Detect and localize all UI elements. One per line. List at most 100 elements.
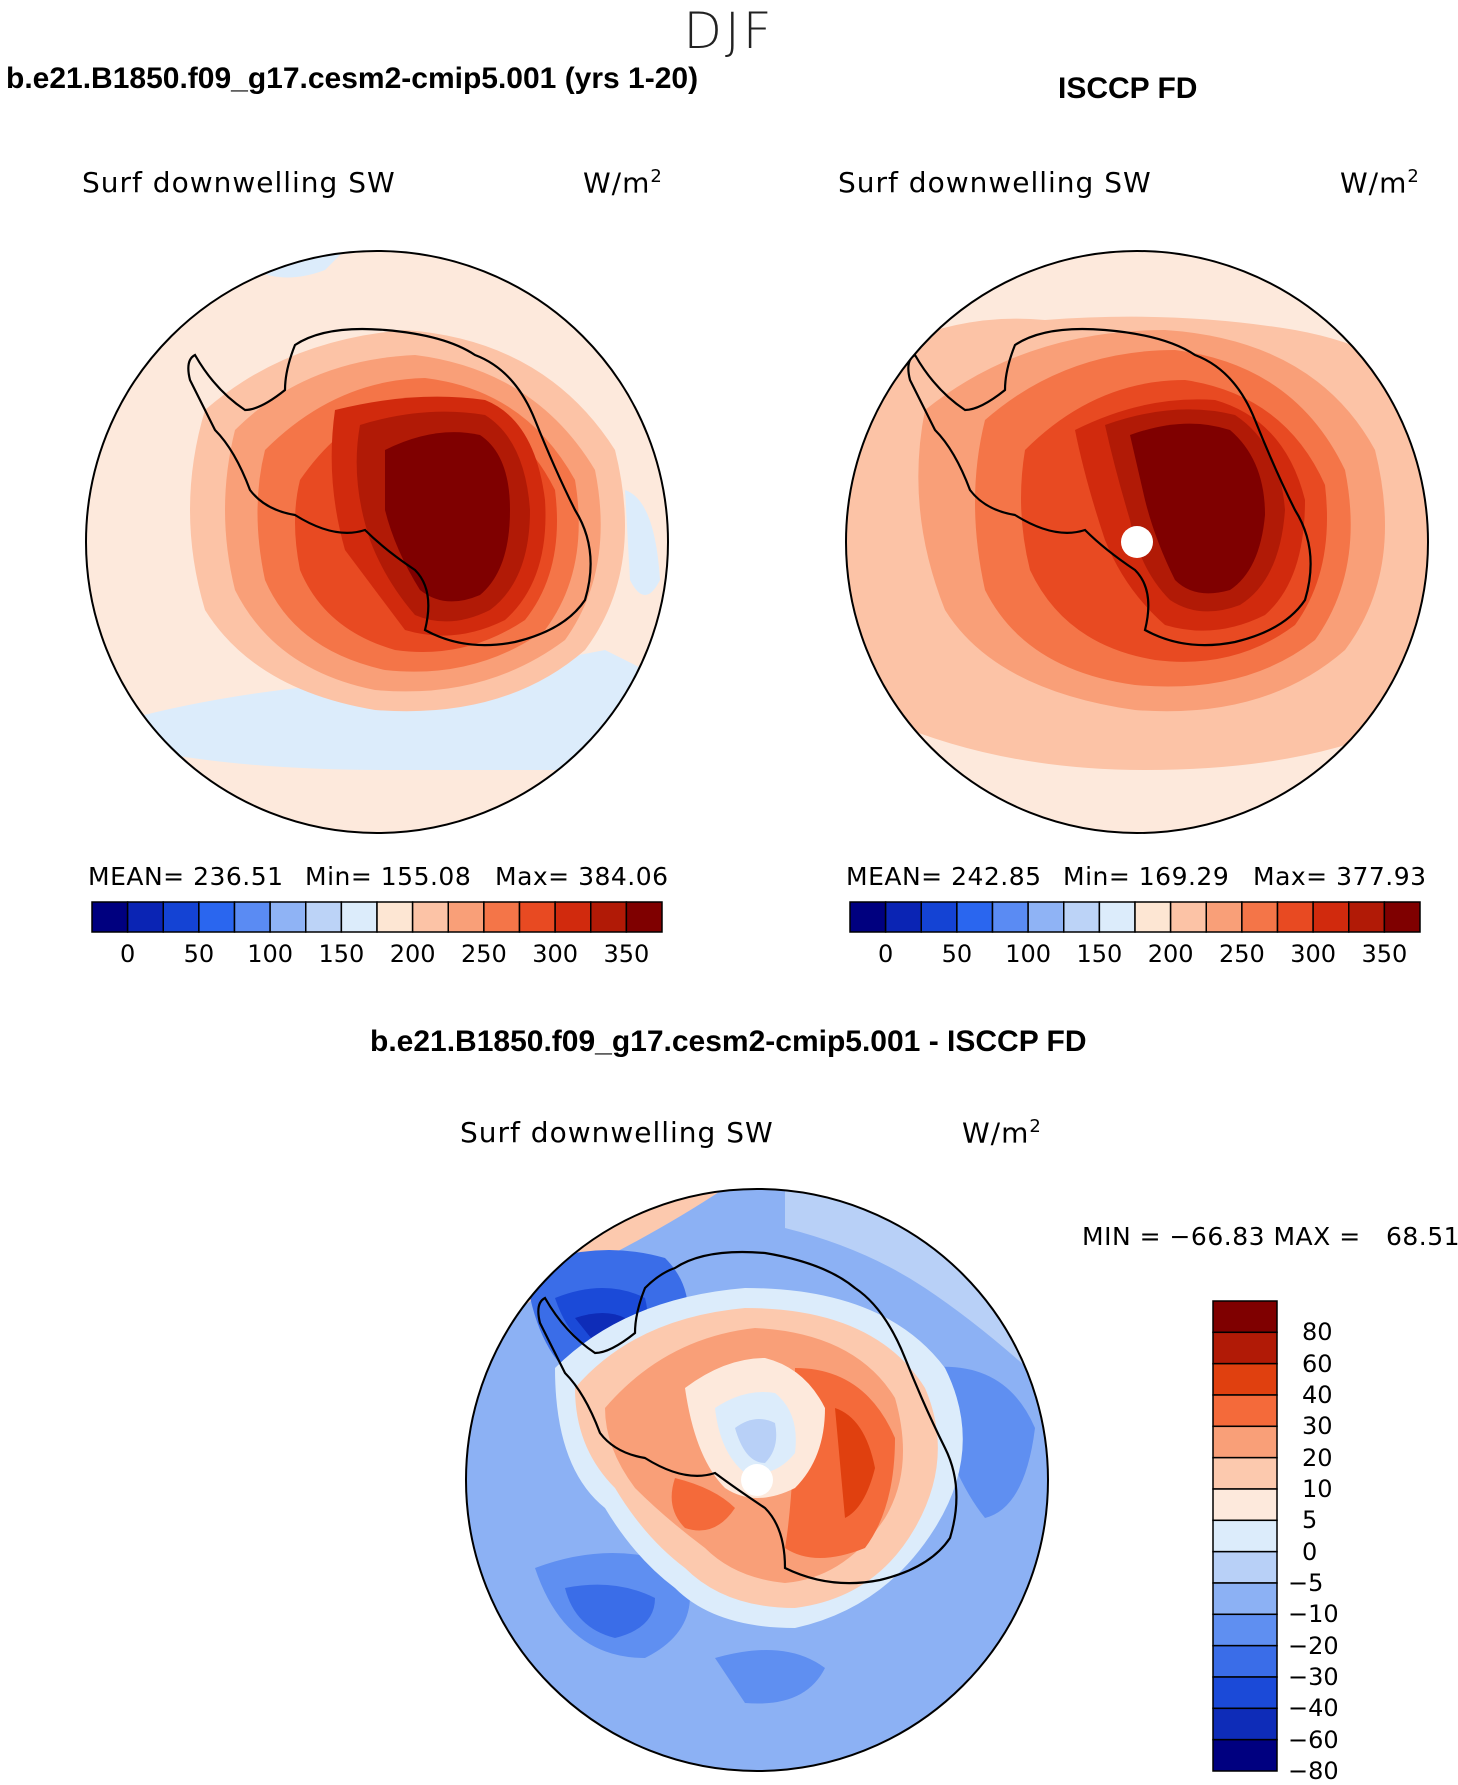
- obs-colorbar-cell: [1348, 901, 1386, 933]
- obs-colorbar-tick-label: 150: [1076, 940, 1123, 968]
- diff-colorbar-cell: [1212, 1738, 1278, 1772]
- obs-colorbar-cell: [1134, 901, 1172, 933]
- diff-colorbar-tick-label: 5: [1302, 1506, 1318, 1535]
- model-colorbar-cell: [198, 901, 236, 933]
- diff-colorbar-cell: [1212, 1519, 1278, 1553]
- diff-colorbar-tick-label: 30: [1302, 1412, 1333, 1441]
- diff-colorbar-cell: [1212, 1707, 1278, 1741]
- diff-colorbar-cell: [1212, 1394, 1278, 1428]
- diff-colorbar-tick-label: −30: [1288, 1663, 1339, 1691]
- model-colorbar-cell: [518, 901, 556, 933]
- model-colorbar-cell: [625, 901, 663, 933]
- diff-colorbar: [1212, 1300, 1278, 1772]
- obs-colorbar-cell: [1027, 901, 1065, 933]
- season-title: DJF: [683, 2, 775, 60]
- model-colorbar-cell: [447, 901, 485, 933]
- diff-colorbar-labels: 80 60 40 30 20 10 5 0 −5 −10 −20 −30 −40 −60 −80: [1288, 1300, 1388, 1785]
- diff-colorbar-tick-label: −80: [1288, 1757, 1339, 1785]
- obs-colorbar-cell: [920, 901, 958, 933]
- model-colorbar-cell: [162, 901, 200, 933]
- obs-max-stat: Max= 377.93: [1253, 862, 1427, 891]
- model-colorbar-cell: [126, 901, 164, 933]
- diff-colorbar-tick-label: −5: [1288, 1569, 1324, 1597]
- obs-colorbar-cell: [1241, 901, 1279, 933]
- obs-colorbar: [849, 901, 1421, 933]
- diff-colorbar-cell: [1212, 1488, 1278, 1522]
- obs-colorbar-cell: [1063, 901, 1101, 933]
- obs-colorbar-cell: [884, 901, 922, 933]
- obs-case-title: ISCCP FD: [1058, 72, 1198, 105]
- obs-map: [845, 250, 1429, 834]
- diff-colorbar-tick-label: 0: [1302, 1537, 1318, 1566]
- model-colorbar-cell: [554, 901, 592, 933]
- diff-colorbar-cell: [1212, 1300, 1278, 1334]
- obs-colorbar-cell: [1205, 901, 1243, 933]
- units-label-left: W/m2: [583, 166, 663, 200]
- obs-min-stat: Min= 169.29: [1063, 862, 1230, 891]
- model-map: [85, 250, 669, 834]
- diff-colorbar-tick-label: −10: [1288, 1600, 1339, 1629]
- model-min-stat: Min= 155.08: [305, 862, 472, 891]
- model-colorbar-tick-label: 300: [532, 940, 579, 968]
- obs-colorbar-tick-label: 100: [1005, 940, 1052, 968]
- model-colorbar-tick-label: 250: [460, 940, 507, 968]
- model-colorbar-cell: [91, 901, 129, 933]
- obs-colorbar-tick-label: 300: [1290, 940, 1337, 968]
- diff-colorbar-cell: [1212, 1331, 1278, 1365]
- diff-minmax: MIN = −66.83 MAX = 68.51: [1082, 1222, 1458, 1251]
- model-colorbar-tick-label: 100: [247, 940, 294, 968]
- obs-colorbar-cell: [1276, 901, 1314, 933]
- model-colorbar-tick-label: 350: [603, 940, 650, 968]
- model-case-title: b.e21.B1850.f09_g17.cesm2-cmip5.001 (yrs…: [6, 62, 699, 95]
- model-colorbar-cell: [483, 901, 521, 933]
- diff-map: [465, 1188, 1049, 1772]
- diff-colorbar-cell: [1212, 1456, 1278, 1490]
- model-colorbar-labels: 0 50 100 150 200 250 300 350: [92, 940, 662, 972]
- field-label-right: Surf downwelling SW: [838, 166, 1152, 199]
- obs-colorbar-cell: [1312, 901, 1350, 933]
- diff-colorbar-cell: [1212, 1425, 1278, 1459]
- model-max-stat: Max= 384.06: [495, 862, 669, 891]
- field-label-left: Surf downwelling SW: [82, 166, 396, 199]
- units-label-right: W/m2: [1340, 166, 1420, 200]
- model-mean-stat: MEAN= 236.51: [88, 862, 284, 891]
- obs-mean-stat: MEAN= 242.85: [846, 862, 1042, 891]
- diff-colorbar-cell: [1212, 1676, 1278, 1710]
- model-colorbar-cell: [305, 901, 343, 933]
- model-colorbar-cell: [269, 901, 307, 933]
- diff-colorbar-cell: [1212, 1613, 1278, 1647]
- diff-colorbar-tick-label: 40: [1302, 1381, 1333, 1409]
- obs-colorbar-cell: [991, 901, 1029, 933]
- obs-colorbar-labels: 0 50 100 150 200 250 300 350: [850, 940, 1420, 972]
- model-colorbar-cell: [233, 901, 271, 933]
- model-colorbar: [91, 901, 663, 933]
- diff-title: b.e21.B1850.f09_g17.cesm2-cmip5.001 - IS…: [370, 1025, 1087, 1058]
- model-colorbar-cell: [340, 901, 378, 933]
- diff-colorbar-tick-label: −20: [1288, 1631, 1339, 1660]
- obs-colorbar-cell: [956, 901, 994, 933]
- diff-colorbar-cell: [1212, 1644, 1278, 1678]
- diff-colorbar-cell: [1212, 1550, 1278, 1584]
- diff-units-label: W/m2: [962, 1116, 1042, 1150]
- obs-colorbar-cell: [1098, 901, 1136, 933]
- model-colorbar-cell: [411, 901, 449, 933]
- diff-colorbar-cell: [1212, 1582, 1278, 1616]
- model-colorbar-tick-label: 150: [318, 940, 365, 968]
- diff-colorbar-tick-label: 60: [1302, 1349, 1333, 1378]
- model-colorbar-tick-label: 200: [389, 940, 436, 968]
- obs-colorbar-tick-label: 200: [1147, 940, 1194, 968]
- model-colorbar-tick-label: 50: [183, 940, 215, 968]
- obs-colorbar-tick-label: 0: [877, 940, 894, 968]
- obs-colorbar-cell: [849, 901, 887, 933]
- diff-colorbar-tick-label: −60: [1288, 1725, 1339, 1754]
- obs-colorbar-cell: [1383, 901, 1421, 933]
- diff-colorbar-cell: [1212, 1362, 1278, 1396]
- diff-colorbar-tick-label: 20: [1302, 1443, 1333, 1472]
- diff-colorbar-tick-label: 80: [1302, 1318, 1333, 1347]
- model-colorbar-cell: [590, 901, 628, 933]
- model-colorbar-tick-label: 0: [119, 940, 136, 968]
- diff-colorbar-tick-label: −40: [1288, 1694, 1339, 1723]
- obs-colorbar-tick-label: 250: [1218, 940, 1265, 968]
- diff-field-label: Surf downwelling SW: [460, 1116, 774, 1149]
- obs-colorbar-cell: [1169, 901, 1207, 933]
